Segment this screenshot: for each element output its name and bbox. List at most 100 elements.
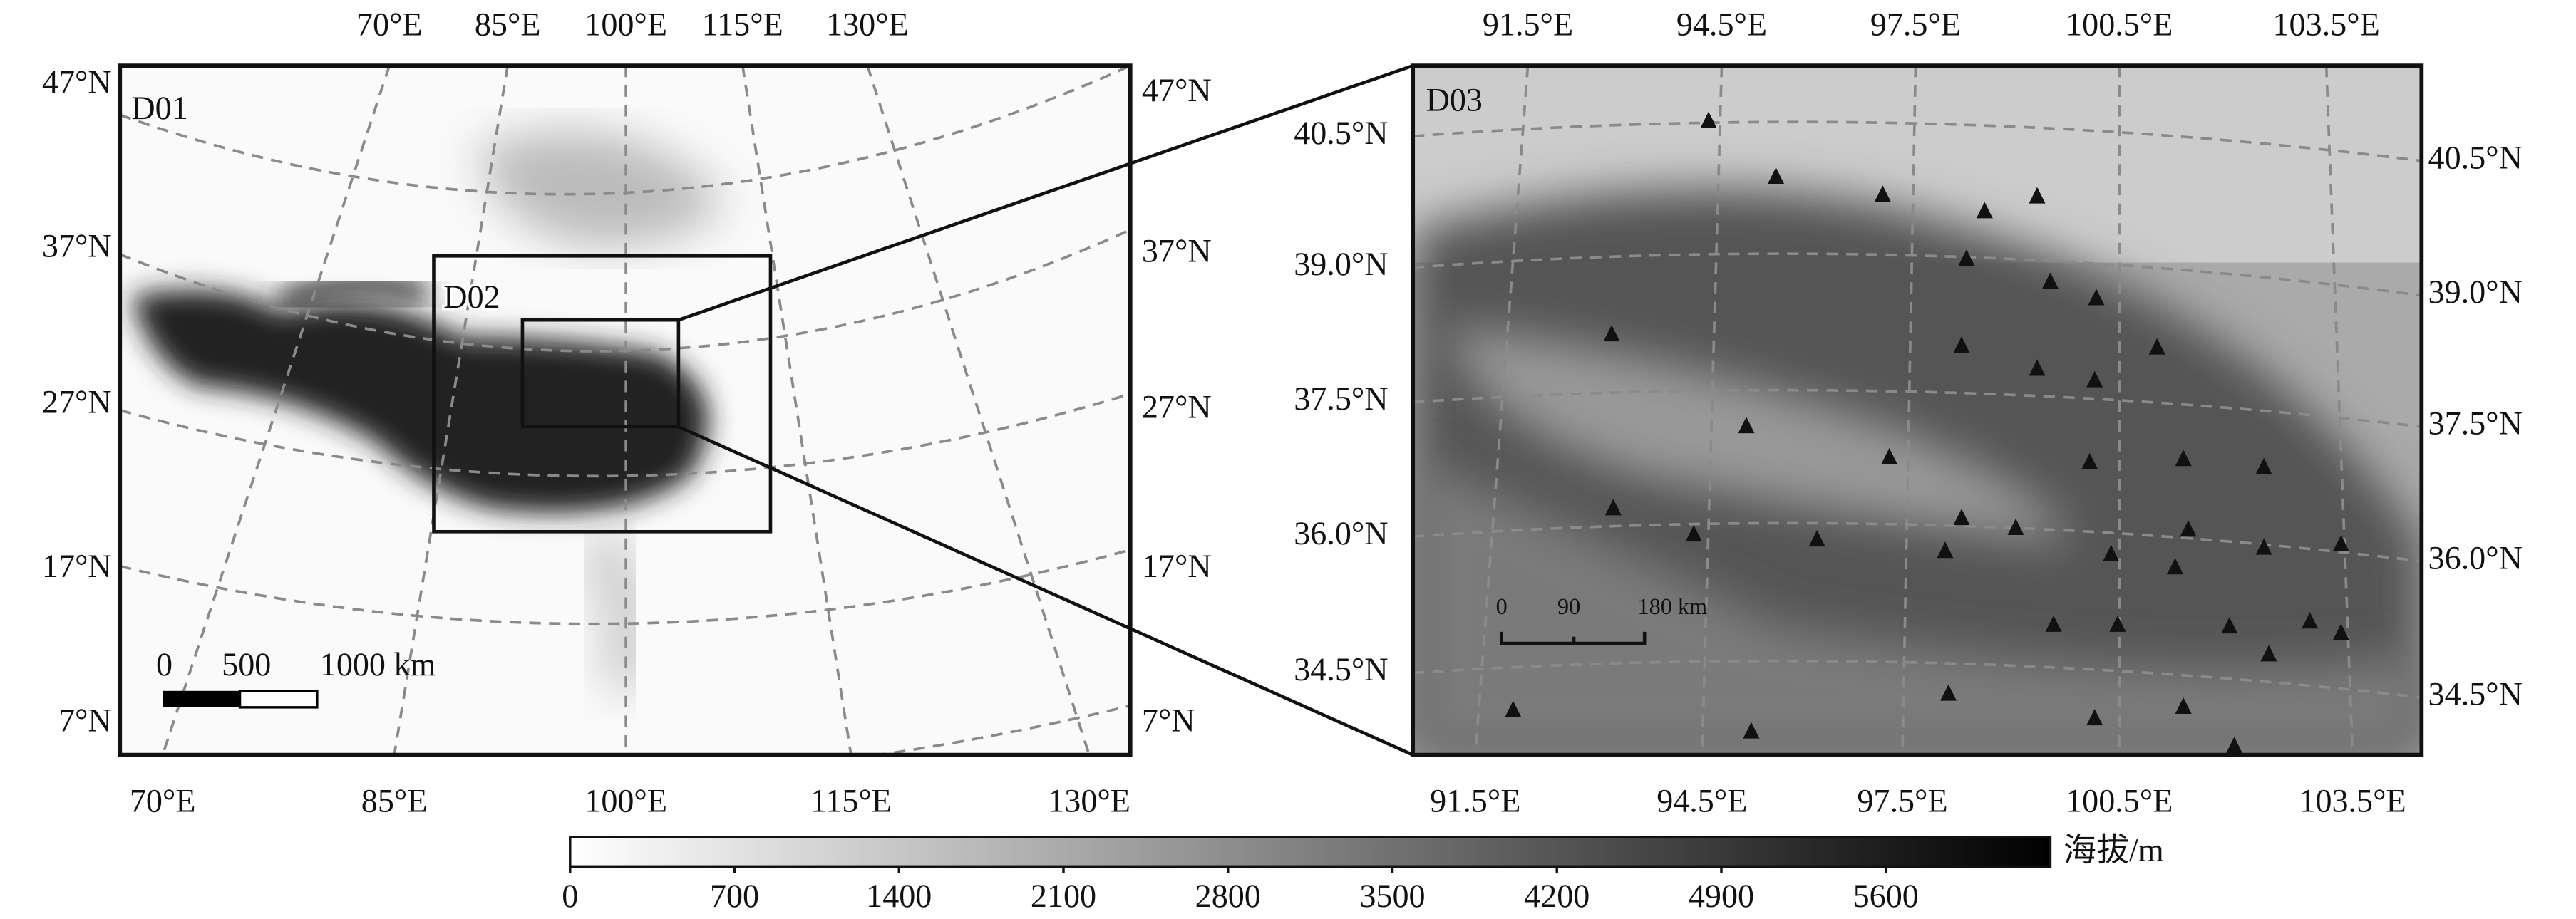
colorbar-tick-label: 2100 <box>1031 878 1096 914</box>
lon-label: 115°E <box>810 782 892 819</box>
lon-label: 103.5°E <box>2273 6 2380 43</box>
station <box>1940 684 1957 701</box>
lat-label: 27°N <box>42 384 112 420</box>
colorbar-tick-label: 2800 <box>1195 878 1261 914</box>
colorbar-tick-label: 0 <box>562 878 578 914</box>
colorbar-tick-label: 4900 <box>1689 878 1754 914</box>
lon-label: 103.5°E <box>2299 782 2406 819</box>
colorbar-tick-label: 3500 <box>1359 878 1425 914</box>
station <box>2255 538 2272 555</box>
station <box>2109 615 2126 632</box>
scale-label: 0 <box>1496 593 1508 619</box>
station <box>1874 185 1891 202</box>
lat-label: 40.5°N <box>1294 115 1388 151</box>
scale-label: 1000 km <box>320 646 436 682</box>
station <box>1808 530 1825 547</box>
lon-label: 85°E <box>475 6 541 43</box>
station <box>1768 167 1785 184</box>
lon-label: 94.5°E <box>1657 782 1747 819</box>
station <box>2088 289 2105 306</box>
domain-label: D03 <box>1426 82 1483 118</box>
lon-label: 70°E <box>130 782 196 819</box>
lat-label: 47°N <box>42 63 112 100</box>
station <box>1881 447 1898 464</box>
lon-label: 100°E <box>584 782 667 819</box>
station <box>2180 520 2197 537</box>
lat-label: 17°N <box>42 548 112 584</box>
lon-label: 100.5°E <box>2066 782 2173 819</box>
station <box>2167 558 2184 575</box>
station <box>2007 518 2024 535</box>
lat-label: 7°N <box>58 702 112 738</box>
frame <box>118 63 1133 757</box>
station <box>1743 722 1760 739</box>
lat-label: 27°N <box>1142 388 1212 425</box>
lat-label: 7°N <box>1142 702 1195 738</box>
lat-label: 17°N <box>1142 548 1212 584</box>
station <box>2081 452 2098 469</box>
scale-label: 500 <box>222 646 271 682</box>
station <box>1700 111 1717 128</box>
lon-label: 115°E <box>702 6 783 43</box>
map-d03 <box>1413 66 2422 755</box>
station <box>1738 417 1755 434</box>
station <box>1603 325 1620 342</box>
map-d01 <box>120 66 1130 755</box>
station <box>2041 272 2059 289</box>
colorbar-tick-label: 700 <box>710 878 759 914</box>
lat-label: 36.0°N <box>2428 539 2523 576</box>
station <box>2332 623 2349 640</box>
station <box>2302 612 2319 629</box>
station <box>2045 615 2062 632</box>
colorbar <box>569 836 2052 868</box>
station <box>1976 202 1993 219</box>
domain-label: D01 <box>131 90 187 126</box>
frame <box>1411 63 2424 757</box>
connector <box>677 425 1414 757</box>
lon-label: 100°E <box>584 6 667 43</box>
connector <box>678 63 1413 322</box>
lon-label: 130°E <box>1048 782 1130 819</box>
lon-label: 130°E <box>826 6 909 43</box>
station <box>2029 187 2046 204</box>
colorbar-tick-label: 5600 <box>1853 878 1919 914</box>
station <box>2148 338 2165 355</box>
station <box>2029 359 2046 376</box>
lat-label: 34.5°N <box>2428 676 2523 712</box>
lon-label: 100.5°E <box>2066 6 2173 43</box>
scale-label: 0 <box>156 646 172 682</box>
station <box>2332 534 2349 551</box>
lon-label: 97.5°E <box>1857 782 1947 819</box>
colorbar-tick-label: 1400 <box>866 878 932 914</box>
station <box>2260 645 2277 662</box>
station <box>2086 370 2103 388</box>
lat-label: 36.0°N <box>1294 515 1388 551</box>
colorbar-label: 海拔/m <box>2064 831 2164 868</box>
lon-label: 85°E <box>361 782 428 819</box>
lon-label: 94.5°E <box>1676 6 1767 43</box>
lon-label: 91.5°E <box>1483 6 1573 43</box>
station <box>2103 544 2120 561</box>
lat-label: 37.5°N <box>1294 380 1388 417</box>
lon-label: 97.5°E <box>1870 6 1961 43</box>
scale-label: 180 km <box>1637 593 1707 619</box>
colorbar-tick-label: 4200 <box>1524 878 1590 914</box>
station <box>2086 709 2103 726</box>
station <box>2175 450 2192 467</box>
lat-label: 37.5°N <box>2428 405 2523 442</box>
station <box>1505 700 1522 717</box>
station <box>2221 617 2238 634</box>
station <box>1953 509 1970 526</box>
station <box>2226 737 2243 754</box>
lat-label: 40.5°N <box>2428 139 2523 175</box>
lat-label: 47°N <box>1142 72 1212 108</box>
station <box>2175 697 2192 715</box>
scale-label: 90 <box>1557 593 1580 619</box>
station <box>1937 541 1954 559</box>
station <box>1958 249 1975 266</box>
lat-label: 39.0°N <box>2428 274 2523 310</box>
station <box>2255 457 2272 474</box>
station <box>1953 336 1970 353</box>
lat-label: 37°N <box>42 228 112 264</box>
lat-label: 37°N <box>1142 233 1212 269</box>
